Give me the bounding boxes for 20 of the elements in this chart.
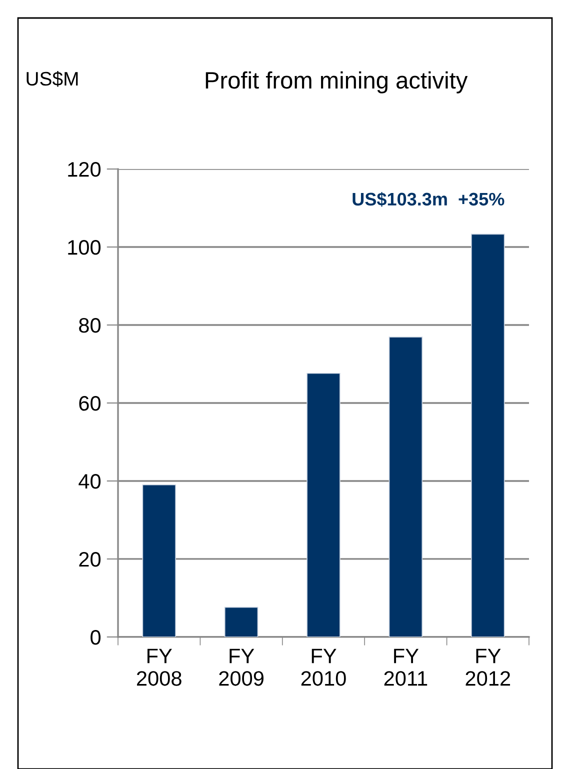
bar xyxy=(224,606,258,637)
y-tick-label: 100 xyxy=(68,240,101,255)
bar xyxy=(306,372,340,637)
y-tick-label: 20 xyxy=(79,552,101,567)
bar xyxy=(471,234,505,637)
x-tick-label: FY 2010 xyxy=(301,648,346,686)
bar xyxy=(388,336,423,637)
x-tick-label: FY 2012 xyxy=(466,648,510,686)
x-tick-label: FY 2011 xyxy=(384,648,428,686)
annotation: US$103.3m +35% xyxy=(352,192,504,207)
y-tick-label: 120 xyxy=(68,162,101,177)
y-axis-title: US$M xyxy=(26,71,78,87)
bar xyxy=(142,484,176,637)
x-tick-label: FY 2009 xyxy=(219,648,264,686)
y-tick-label: 0 xyxy=(90,630,101,645)
y-tick-label: 80 xyxy=(79,318,101,333)
chart-title: Profit from mining activity xyxy=(206,71,468,94)
y-tick-label: 60 xyxy=(79,396,101,411)
x-tick-label: FY 2008 xyxy=(136,648,182,686)
y-tick-label: 40 xyxy=(78,474,101,489)
